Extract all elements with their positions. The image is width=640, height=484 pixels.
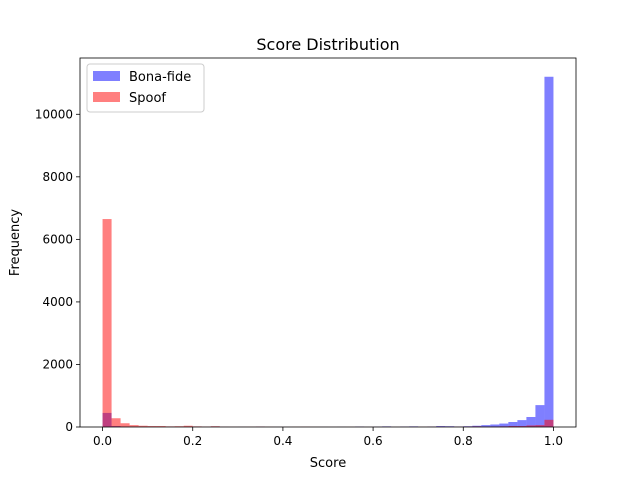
- x-tick-label: 0.0: [93, 434, 112, 448]
- bar-bona-fide-48: [535, 405, 544, 427]
- x-axis-label: Score: [310, 456, 346, 471]
- x-tick-label: 0.8: [454, 434, 473, 448]
- y-tick-label: 10000: [35, 107, 73, 121]
- bar-spoof-49: [544, 420, 553, 427]
- x-tick-label: 0.2: [183, 434, 202, 448]
- legend: Bona-fide Spoof: [87, 64, 204, 112]
- bar-spoof-1: [112, 418, 121, 427]
- legend-swatch-bona-fide: [93, 71, 120, 81]
- bar-bona-fide-49: [544, 77, 553, 427]
- bar-spoof-0: [103, 219, 112, 427]
- y-tick-label: 2000: [42, 357, 73, 371]
- legend-label-spoof: Spoof: [129, 91, 166, 106]
- legend-label-bona-fide: Bona-fide: [129, 70, 191, 85]
- y-tick-label: 0: [65, 420, 73, 434]
- legend-swatch-spoof: [93, 92, 120, 102]
- x-tick-label: 1.0: [544, 434, 563, 448]
- x-tick-label: 0.6: [364, 434, 383, 448]
- bar-spoof-2: [121, 423, 130, 427]
- bar-bona-fide-46: [517, 420, 526, 427]
- y-axis-label: Frequency: [8, 209, 23, 276]
- x-tick-label: 0.4: [273, 434, 292, 448]
- y-tick-label: 6000: [42, 232, 73, 246]
- y-tick-label: 4000: [42, 295, 73, 309]
- chart-title: Score Distribution: [256, 35, 399, 54]
- y-tick-label: 8000: [42, 170, 73, 184]
